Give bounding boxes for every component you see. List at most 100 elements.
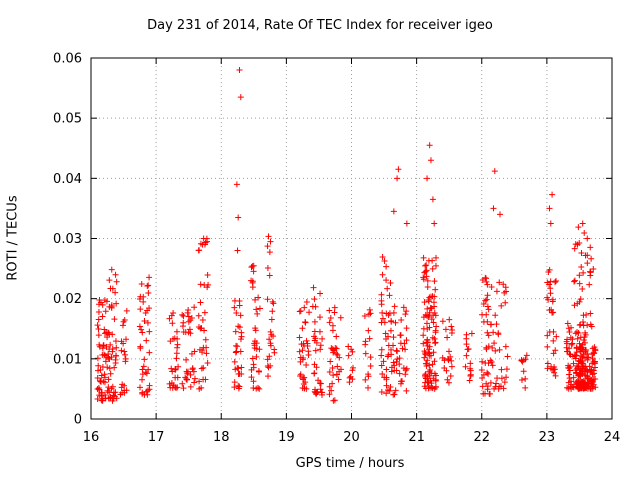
data-point — [333, 371, 340, 378]
data-point — [334, 351, 341, 358]
data-point — [232, 349, 239, 356]
data-point — [578, 249, 585, 256]
data-point — [108, 304, 115, 311]
data-point — [493, 288, 500, 295]
data-point — [111, 364, 118, 371]
data-point — [137, 306, 144, 313]
data-point — [490, 329, 497, 336]
data-point — [426, 309, 433, 316]
data-point — [235, 365, 242, 372]
data-point — [403, 387, 410, 394]
data-point — [347, 373, 354, 380]
data-point — [592, 384, 599, 391]
data-point — [462, 363, 469, 370]
data-point — [296, 348, 303, 355]
data-point — [268, 316, 275, 323]
data-point — [311, 296, 318, 303]
data-point — [502, 284, 509, 291]
data-point — [96, 386, 103, 393]
x-axis-label: GPS time / hours — [295, 456, 405, 471]
data-point — [577, 346, 584, 353]
data-point — [367, 354, 374, 361]
data-point — [379, 315, 386, 322]
data-point — [249, 355, 256, 362]
data-point — [426, 372, 433, 379]
data-point — [264, 362, 271, 369]
data-point — [361, 312, 368, 319]
data-point — [365, 327, 372, 334]
data-point — [255, 368, 262, 375]
data-point — [203, 350, 210, 357]
data-point — [145, 289, 152, 296]
data-point — [144, 319, 151, 326]
data-point — [146, 349, 153, 356]
data-point — [589, 351, 596, 358]
data-point — [264, 264, 271, 271]
data-point — [267, 342, 274, 349]
data-point — [429, 361, 436, 368]
data-point — [237, 348, 244, 355]
data-point — [196, 378, 203, 385]
data-point — [316, 328, 323, 335]
data-point — [582, 368, 589, 375]
data-point — [146, 274, 153, 281]
data-point — [391, 367, 398, 374]
data-point — [188, 350, 195, 357]
data-point — [190, 368, 197, 375]
data-point — [198, 365, 205, 372]
data-point — [266, 249, 273, 256]
data-point — [397, 332, 404, 339]
data-point — [484, 292, 491, 299]
data-point — [383, 263, 390, 270]
data-point — [348, 346, 355, 353]
data-point — [403, 220, 410, 227]
data-point — [397, 380, 404, 387]
data-point — [424, 357, 431, 364]
data-point — [575, 224, 582, 231]
data-point — [113, 278, 120, 285]
data-point — [195, 323, 202, 330]
data-point — [467, 360, 474, 367]
data-point — [297, 372, 304, 379]
data-point — [301, 304, 308, 311]
data-point — [400, 304, 407, 311]
data-point — [300, 381, 307, 388]
data-point — [180, 312, 187, 319]
data-point — [579, 220, 586, 227]
data-point — [550, 366, 557, 373]
data-point — [582, 252, 589, 259]
data-point — [112, 338, 119, 345]
data-point — [385, 351, 392, 358]
data-point — [576, 322, 583, 329]
data-point — [179, 311, 186, 318]
data-point — [236, 302, 243, 309]
data-point — [420, 325, 427, 332]
data-point — [427, 367, 434, 374]
data-point — [330, 346, 337, 353]
data-point — [300, 340, 307, 347]
data-point — [118, 338, 125, 345]
data-point — [577, 296, 584, 303]
data-point — [264, 356, 271, 363]
data-point — [233, 309, 240, 316]
data-point — [346, 374, 353, 381]
data-point — [390, 334, 397, 341]
data-point — [433, 254, 440, 261]
data-point — [142, 369, 149, 376]
data-point — [498, 375, 505, 382]
data-point — [522, 384, 529, 391]
data-point — [311, 370, 318, 377]
data-point — [549, 298, 556, 305]
data-point — [382, 335, 389, 342]
y-tick-label: 0.02 — [53, 292, 82, 307]
x-tick-label: 19 — [278, 430, 295, 445]
data-point — [98, 390, 105, 397]
data-point — [191, 375, 198, 382]
data-point — [427, 157, 434, 164]
data-point — [137, 384, 144, 391]
data-point — [105, 354, 112, 361]
data-point — [328, 387, 335, 394]
data-point — [188, 315, 195, 322]
x-tick-label: 21 — [408, 430, 425, 445]
data-point — [498, 366, 505, 373]
